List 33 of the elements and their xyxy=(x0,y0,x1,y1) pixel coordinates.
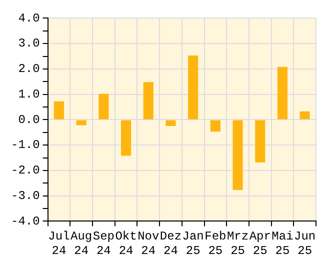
x-tick-label: Aug 24 xyxy=(70,230,92,258)
y-tick-label: 3.0 xyxy=(18,36,40,51)
x-tick-label: Apr 25 xyxy=(249,230,271,258)
bar xyxy=(143,82,154,120)
x-tick-label: Jan 25 xyxy=(182,230,204,258)
bar xyxy=(98,94,109,120)
y-tick-label: -3.0 xyxy=(10,188,40,203)
bar xyxy=(76,120,86,126)
y-tick-label: 4.0 xyxy=(18,11,40,26)
y-tick-label: -4.0 xyxy=(10,214,40,228)
y-tick-label: 0.0 xyxy=(18,112,40,127)
y-tick-label: 2.0 xyxy=(18,62,40,76)
x-tick-label: Sep 24 xyxy=(92,230,114,258)
bar xyxy=(210,120,220,132)
bar xyxy=(300,111,310,120)
x-tick-label: Okt 24 xyxy=(115,230,137,258)
x-tick-label: Jul 24 xyxy=(48,230,70,258)
x-tick-label: Dez 24 xyxy=(160,230,182,258)
x-tick-label: Jun 25 xyxy=(294,230,316,258)
bar xyxy=(277,66,288,120)
x-tick-label: Mai 25 xyxy=(272,230,294,258)
x-tick-label: Feb 25 xyxy=(204,230,226,258)
y-tick-label: -1.0 xyxy=(10,138,40,152)
bar xyxy=(121,120,132,156)
bar xyxy=(255,120,266,162)
x-tick-label: Mrz 25 xyxy=(226,230,249,258)
x-tick-label: Nov 24 xyxy=(138,230,160,258)
y-tick-label: -2.0 xyxy=(10,164,40,178)
bar xyxy=(188,56,198,120)
bar xyxy=(166,120,176,126)
y-tick-label: 1.0 xyxy=(18,87,40,102)
bar xyxy=(54,101,64,120)
bar xyxy=(232,120,243,190)
